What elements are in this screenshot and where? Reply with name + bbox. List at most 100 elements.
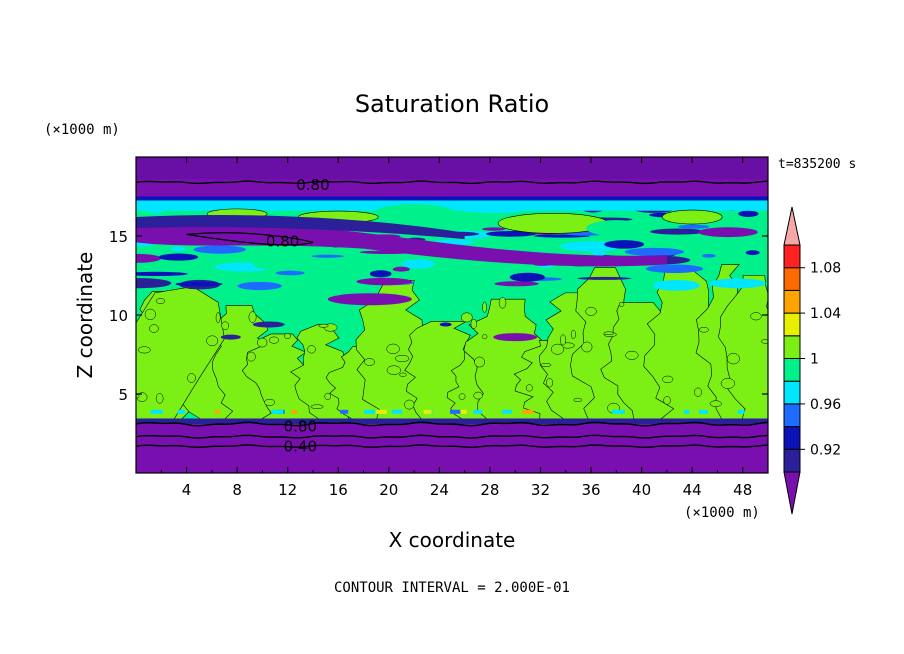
x-axis-label: X coordinate: [389, 528, 516, 552]
contour-label: 0.80: [266, 233, 299, 251]
cloud-speck: [709, 400, 722, 407]
colorbar-swatch: [783, 358, 801, 382]
contour-line-mid: [136, 434, 768, 439]
cloud-speck: [264, 398, 276, 406]
y-tick-label: 10: [109, 307, 128, 325]
cloud-speck: [268, 336, 280, 344]
surface-patch: [611, 409, 625, 414]
contour-line-lower-080: [136, 421, 768, 427]
streak: [577, 276, 632, 280]
surface-patch: [501, 409, 512, 414]
surface-patch: [215, 409, 220, 414]
contour-label: 0.40: [284, 437, 317, 455]
colorbar-swatch: [783, 335, 801, 359]
streak: [136, 271, 188, 277]
cloud-speck: [661, 375, 674, 383]
streak: [175, 281, 223, 287]
y-tick-label: 15: [109, 228, 128, 246]
cloud-speck: [386, 343, 400, 355]
x-tick-label: 8: [232, 481, 242, 499]
x-tick-label: 20: [379, 481, 398, 499]
cloud-speck: [750, 312, 762, 321]
cloud-speck: [573, 397, 583, 403]
streak: [401, 259, 435, 269]
colorbar-swatch: [783, 244, 801, 269]
cyan-band: [136, 199, 768, 211]
cloud-speck: [310, 404, 324, 409]
cloud-speck: [694, 387, 702, 397]
cloud-speck: [206, 335, 219, 347]
colorbar-swatch: [783, 380, 801, 405]
cloud-speck: [137, 346, 151, 354]
contour-interval-note: CONTOUR INTERVAL = 2.000E-01: [334, 580, 570, 596]
cloud-patch: [661, 209, 723, 225]
colorbar-swatch: [783, 289, 801, 314]
surface-patch: [699, 409, 709, 414]
contour-line-upper: [136, 180, 768, 185]
dry-intrusion-edge: [136, 215, 465, 240]
streak: [698, 227, 758, 238]
surface-patch: [449, 409, 461, 414]
colorbar-under-arrow: [783, 471, 801, 515]
streak: [624, 247, 684, 256]
cloud-speck: [474, 356, 485, 368]
contour-label: 0.80: [296, 176, 329, 194]
cloud-speck: [248, 311, 257, 323]
colorbar-over-arrow: [783, 206, 801, 246]
cloud-speck: [618, 301, 625, 307]
streak: [494, 281, 539, 287]
cloud-speck: [551, 343, 565, 355]
cloud-speck: [470, 318, 478, 329]
x-axis-ticks: 4 8 12 16 20 24 28 32 36 40 44 48: [160, 157, 752, 499]
streak: [158, 253, 199, 261]
green-patch: [252, 258, 323, 271]
contour-label: 0.80: [284, 418, 317, 436]
dry-lens: [220, 334, 241, 340]
streak: [604, 240, 645, 249]
surface-patch: [455, 409, 467, 414]
surface-patch: [177, 409, 185, 414]
x-tick-label: 4: [182, 481, 192, 499]
streak: [275, 270, 305, 276]
surface-patch: [340, 409, 349, 414]
streak: [645, 264, 704, 274]
surface-patch: [473, 409, 483, 414]
green-patch: [374, 204, 455, 221]
cloud-speck: [149, 324, 159, 333]
contour-line-closed: [186, 232, 314, 246]
streak: [136, 253, 162, 263]
colorbar-tick-label: 0.96: [810, 397, 841, 413]
surface-patch: [423, 409, 432, 414]
cloud-speck: [560, 334, 567, 346]
cloud-speck: [136, 394, 140, 399]
x-tick-label: 16: [329, 481, 348, 499]
cloud-speck: [720, 377, 735, 389]
cloud-speck: [603, 331, 615, 336]
streak: [709, 278, 766, 289]
cloud-speck: [525, 384, 533, 392]
blue-band: [136, 196, 768, 201]
cloud-speck: [540, 363, 552, 368]
contour-line-lower-040: [136, 444, 768, 448]
contour-lines: [136, 180, 768, 448]
dry-intrusion: [136, 221, 667, 267]
streak: [738, 210, 759, 217]
cloud-speck: [458, 393, 466, 400]
streak: [702, 253, 716, 258]
colorbar-swatch: [783, 426, 801, 450]
cloud-speck: [698, 327, 709, 333]
y-axis-label: Z coordinate: [73, 252, 97, 379]
cloud-speck: [257, 337, 268, 348]
cloud-speck: [404, 399, 415, 410]
cloud-speck: [221, 321, 229, 330]
upper-dry-core: [136, 157, 768, 180]
streak: [356, 277, 413, 286]
dry-lens: [493, 333, 538, 342]
cloud-speck: [663, 396, 671, 405]
cloud-speck: [324, 392, 332, 400]
x-tick-label: 28: [480, 481, 499, 499]
streak: [509, 272, 545, 282]
y-axis-ticks: 5 10 15: [109, 228, 768, 404]
streak: [311, 254, 344, 258]
cloud-speck: [760, 339, 768, 344]
